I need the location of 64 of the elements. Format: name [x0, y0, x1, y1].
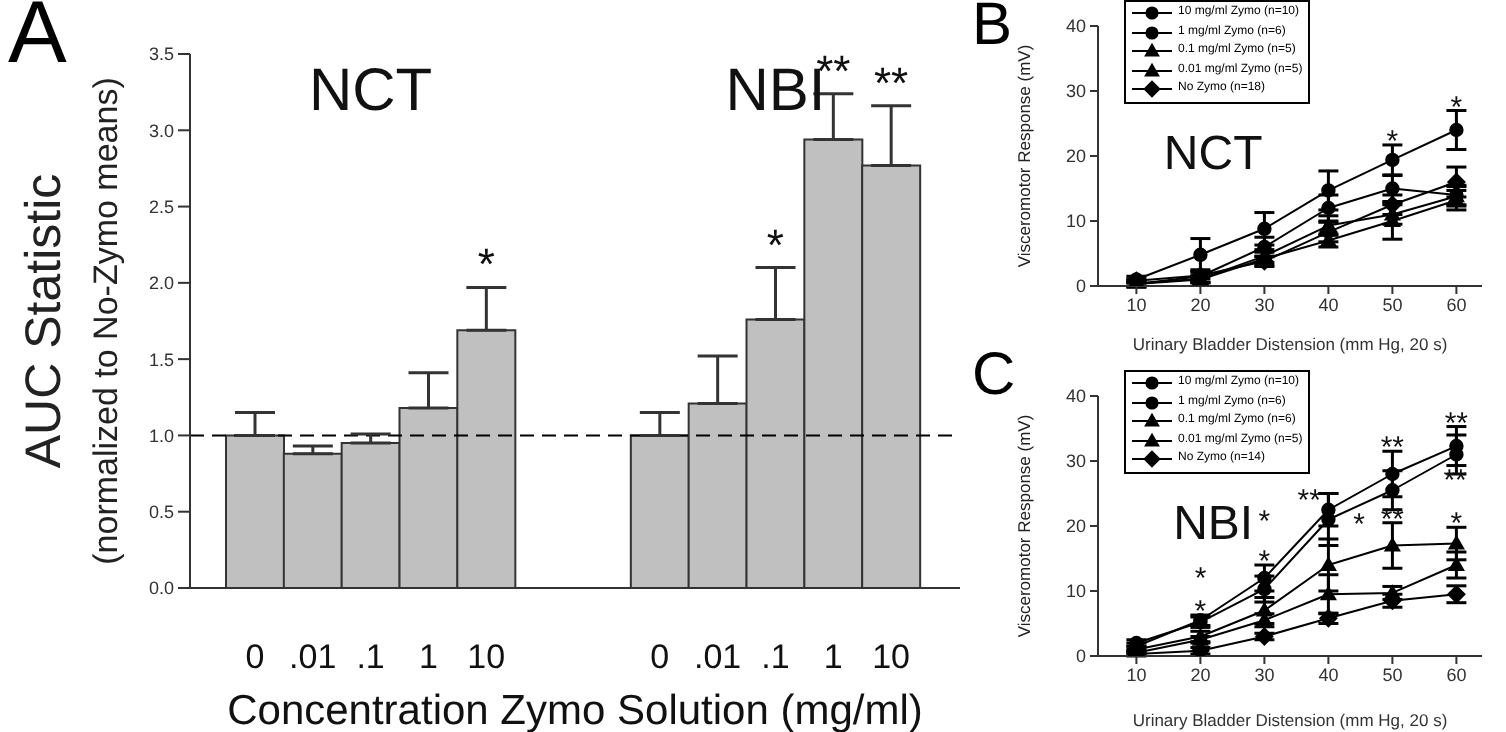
x-tick-label: .1 — [356, 638, 385, 677]
x-tick-label: 40 — [1318, 294, 1339, 315]
x-tick-label: 30 — [1254, 664, 1275, 685]
annotation: * — [1194, 562, 1207, 597]
x-axis-title: Concentration Zymo Solution (mg/ml) — [227, 688, 923, 732]
x-tick-label: 30 — [1254, 294, 1275, 315]
x-tick-label: 20 — [1190, 664, 1211, 685]
y-tick-label: 40 — [1065, 16, 1086, 37]
y-tick-label: 30 — [1065, 451, 1086, 472]
y-axis-title: Visceromotor Response (mV) — [1014, 414, 1034, 638]
x-axis-title: Urinary Bladder Distension (mm Hg, 20 s) — [1132, 334, 1448, 354]
annotation: ** — [1380, 431, 1405, 466]
annotation: ** — [1444, 406, 1469, 441]
y-tick-label: 0.0 — [148, 578, 174, 599]
annotation: ** — [1297, 484, 1322, 519]
annotation: * — [1386, 124, 1399, 159]
x-axis-title: Urinary Bladder Distension (mm Hg, 20 s) — [1132, 710, 1448, 730]
y-tick-label: 2.0 — [148, 273, 174, 294]
annotation: * — [1353, 507, 1366, 542]
annotation: NCT — [308, 58, 433, 124]
y-tick-label: 3.0 — [148, 120, 174, 141]
y-tick-label: 30 — [1065, 81, 1086, 102]
x-tick-label: 0 — [245, 638, 265, 677]
x-tick-label: 10 — [467, 638, 506, 677]
y-axis-title: Visceromotor Response (mV) — [1014, 44, 1034, 268]
x-tick-label: 20 — [1190, 294, 1211, 315]
y-tick-label: 20 — [1065, 516, 1086, 537]
chart-title: B — [972, 0, 1013, 60]
annotation: * — [1450, 90, 1463, 125]
x-tick-label: 10 — [1126, 664, 1147, 685]
x-tick-label: 60 — [1446, 664, 1467, 685]
y-tick-label: 1.0 — [148, 425, 174, 446]
annotation: NCT — [1163, 127, 1264, 181]
data-label: * — [477, 239, 496, 290]
annotation: NBI — [1173, 497, 1254, 551]
chart-title: C — [972, 342, 1016, 410]
x-tick-label: 10 — [1126, 294, 1147, 315]
annotation: * — [1194, 595, 1207, 630]
y-tick-label: 20 — [1065, 146, 1086, 167]
annotation: ** — [1380, 502, 1405, 537]
y-tick-label: 0 — [1075, 276, 1086, 297]
y-tick-label: 0.5 — [148, 502, 174, 523]
y-tick-label: 40 — [1065, 386, 1086, 407]
x-tick-label: .01 — [693, 638, 742, 677]
annotation: * — [1258, 545, 1271, 579]
x-tick-label: 60 — [1446, 294, 1467, 315]
data-label: ** — [873, 57, 910, 108]
x-tick-label: 40 — [1318, 664, 1339, 685]
x-tick-label: 1 — [823, 638, 843, 677]
x-tick-label: 50 — [1382, 664, 1403, 685]
annotation: * — [1258, 505, 1271, 540]
y-tick-label: 1.5 — [148, 349, 174, 370]
y-tick-label: 10 — [1065, 211, 1086, 232]
x-tick-label: 10 — [872, 638, 911, 677]
data-label: * — [766, 219, 785, 270]
y-tick-label: 10 — [1065, 581, 1086, 602]
x-tick-label: .1 — [761, 638, 790, 677]
x-tick-label: 1 — [418, 638, 438, 677]
annotation: * — [1450, 507, 1463, 542]
y-tick-label: 2.5 — [148, 196, 174, 217]
x-tick-label: 50 — [1382, 294, 1403, 315]
y-tick-label: 3.5 — [148, 44, 174, 65]
x-tick-label: 0 — [650, 638, 670, 677]
x-tick-label: .01 — [289, 638, 337, 677]
